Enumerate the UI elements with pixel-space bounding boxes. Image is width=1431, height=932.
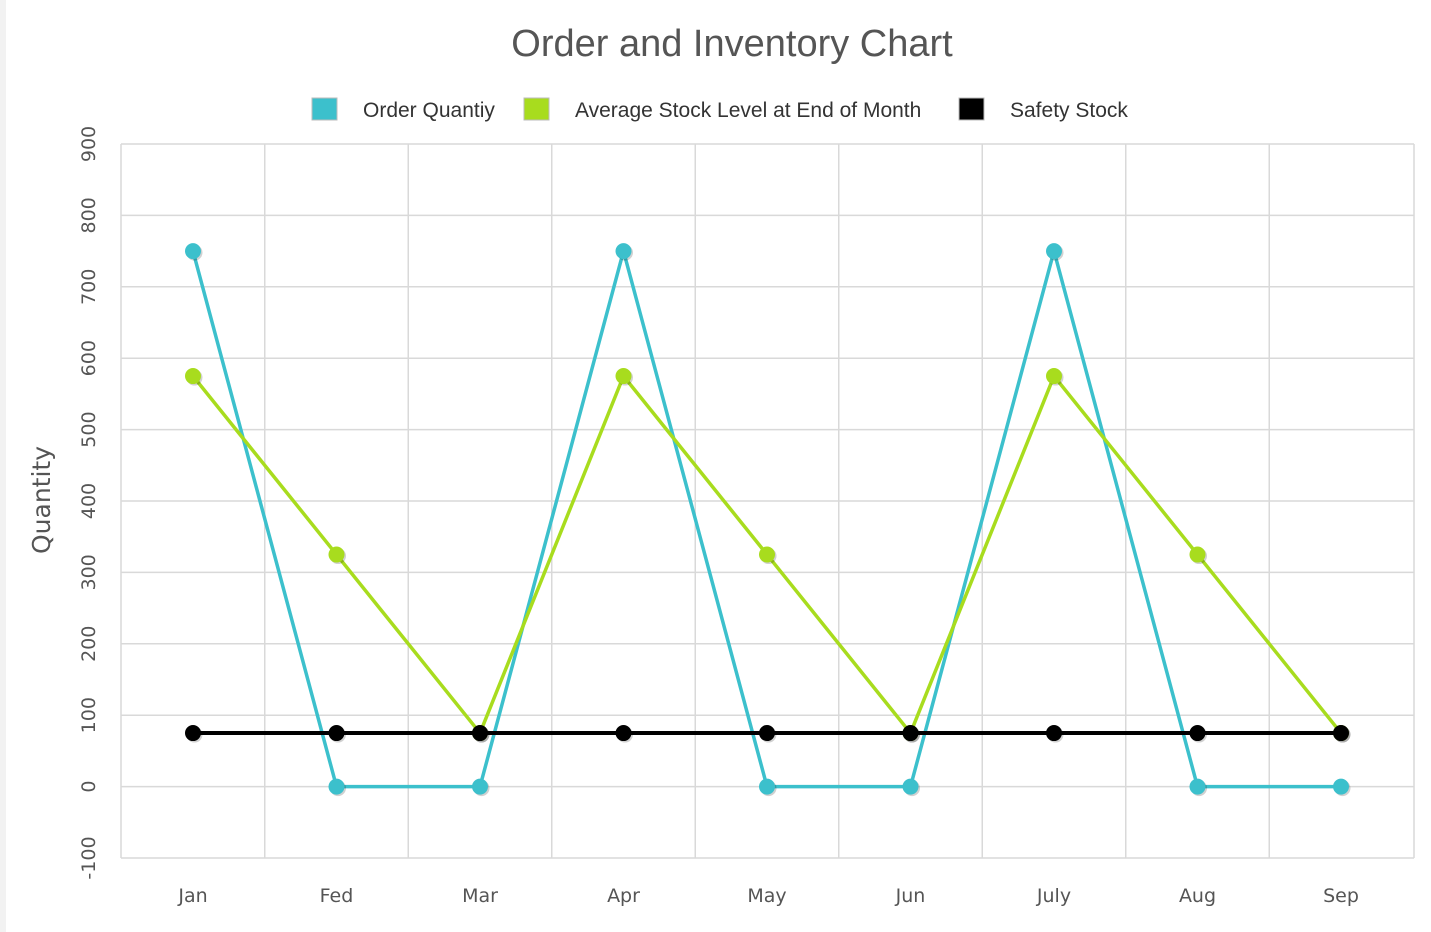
data-point: [328, 778, 345, 795]
data-point: [1189, 778, 1206, 795]
x-tick-label: Sep: [1323, 885, 1359, 907]
data-point: [1333, 778, 1349, 795]
data-point: [615, 243, 632, 260]
series-group: [185, 368, 1351, 743]
data-point: [759, 725, 775, 742]
data-point: [1189, 546, 1206, 563]
data-point: [1333, 725, 1349, 742]
x-tick-label: Aug: [1179, 885, 1216, 907]
legend: Order Quantiy Average Stock Level at End …: [311, 97, 1128, 122]
y-tick-label: 600: [78, 340, 100, 376]
data-point: [1046, 243, 1062, 260]
data-point: [1189, 725, 1206, 742]
y-tick-label: 700: [78, 269, 100, 305]
legend-swatch: [311, 97, 338, 121]
data-point: [1046, 368, 1062, 385]
data-point: [1046, 725, 1062, 742]
legend-label: Safety Stock: [1010, 99, 1128, 122]
data-point: [472, 778, 488, 795]
data-point: [328, 546, 345, 563]
y-tick-label: 100: [78, 697, 100, 733]
x-tick-label: Apr: [607, 885, 640, 907]
chart-title: Order and Inventory Chart: [511, 23, 953, 65]
x-tick-label: July: [1036, 885, 1071, 907]
data-point: [759, 546, 775, 563]
legend-label: Order Quantiy: [363, 99, 495, 122]
x-tick-label: Jan: [177, 885, 207, 907]
data-point: [902, 725, 919, 742]
series-group: [185, 725, 1351, 743]
x-tick-label: May: [747, 885, 786, 907]
x-tick-label: Fed: [320, 885, 354, 907]
data-point: [185, 243, 201, 260]
y-tick-label: 900: [78, 126, 100, 162]
legend-swatch: [523, 97, 550, 121]
legend-swatch: [958, 97, 985, 121]
x-axis-ticks: Jan Fed Mar Apr May Jun July Aug Sep: [177, 885, 1359, 907]
series-group: [185, 243, 1351, 797]
y-tick-label: 0: [78, 781, 100, 793]
data-point: [615, 725, 632, 742]
y-tick-label: 200: [78, 626, 100, 662]
series-layer: [185, 243, 1351, 797]
page-edge: [0, 0, 6, 932]
data-point: [615, 368, 632, 385]
data-point: [472, 725, 488, 742]
data-point: [902, 778, 919, 795]
y-tick-label: 500: [78, 411, 100, 447]
y-axis-label: Quantity: [27, 446, 56, 554]
y-axis-ticks: -100 0 100 200 300 400 500 600 700 800 900: [78, 126, 100, 880]
data-point: [328, 725, 345, 742]
x-tick-label: Mar: [462, 885, 498, 907]
y-tick-label: 300: [78, 554, 100, 590]
y-tick-label: -100: [78, 836, 100, 879]
legend-label: Average Stock Level at End of Month: [575, 99, 921, 122]
data-point: [185, 725, 201, 742]
y-tick-label: 400: [78, 483, 100, 519]
data-point: [759, 778, 775, 795]
y-tick-label: 800: [78, 197, 100, 233]
data-point: [185, 368, 201, 385]
x-tick-label: Jun: [895, 885, 926, 907]
grid: [120, 143, 1415, 859]
